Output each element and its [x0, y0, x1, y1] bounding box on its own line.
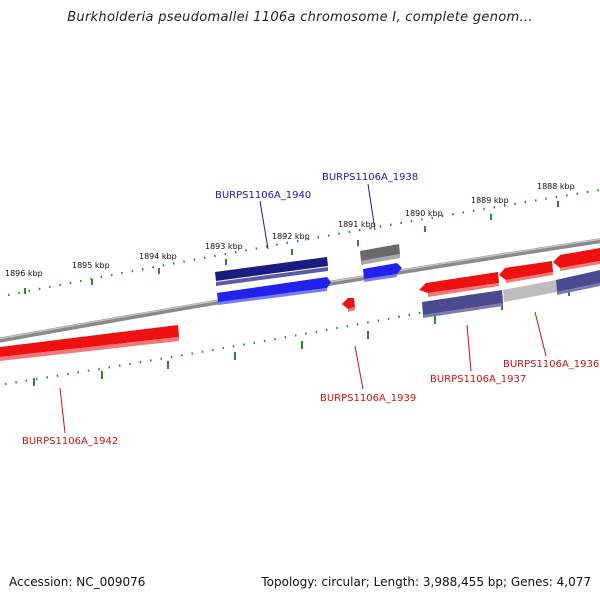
scale-label: 1890 kbp: [405, 209, 443, 218]
gene-label-burps1106a-1936[interactable]: BURPS1106A_1936: [503, 359, 599, 370]
label-leaders: [59, 183, 547, 434]
gene-label-burps1106a-1940[interactable]: BURPS1106A_1940: [215, 190, 311, 201]
scale-label: 1889 kbp: [471, 196, 509, 205]
gene-label-burps1106a-1939[interactable]: BURPS1106A_1939: [320, 393, 416, 404]
feature-burps1106a-1942[interactable]: [0, 325, 179, 361]
genome-summary-text: Topology: circular; Length: 3,988,455 bp…: [261, 575, 591, 589]
gene-label-burps1106a-1942[interactable]: BURPS1106A_1942: [22, 436, 118, 447]
scale-major-ticks: [24, 201, 570, 386]
gene-label-burps1106a-1937[interactable]: BURPS1106A_1937: [430, 374, 526, 385]
scale-label: 1894 kbp: [139, 252, 177, 261]
accession-text: Accession: NC_009076: [9, 575, 146, 589]
map-title: Burkholderia pseudomallei 1106a chromoso…: [67, 10, 533, 25]
feature-burps1106a-1937[interactable]: [419, 272, 503, 318]
scale-label: 1891 kbp: [338, 220, 376, 229]
scale-label: 1892 kbp: [272, 232, 310, 241]
scale-label: 1888 kbp: [537, 182, 575, 191]
feature-burps1106a-1938[interactable]: [360, 244, 402, 282]
feature-burps1106a-1940[interactable]: [215, 257, 331, 305]
gene-label-burps1106a-1938[interactable]: BURPS1106A_1938: [322, 172, 418, 183]
scale-label: 1895 kbp: [72, 261, 110, 270]
feature-burps1106a-1939[interactable]: [342, 298, 355, 312]
scale-label: 1896 kbp: [5, 269, 43, 278]
scale-label: 1893 kbp: [205, 242, 243, 251]
feature-burps1106a-1936[interactable]: [499, 248, 600, 302]
